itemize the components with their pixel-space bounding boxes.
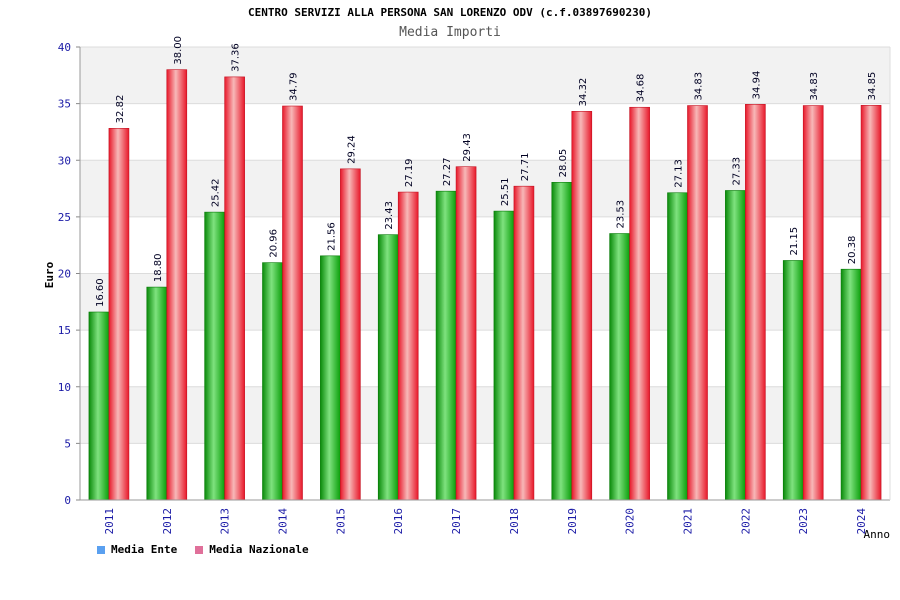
bar-ente xyxy=(493,210,515,501)
legend-item-nazionale: Media Nazionale xyxy=(195,543,309,556)
bar-ente xyxy=(840,268,862,501)
bar-nazionale xyxy=(802,105,824,501)
x-tick-label: 2016 xyxy=(392,508,405,535)
chart-title: CENTRO SERVIZI ALLA PERSONA SAN LORENZO … xyxy=(248,6,652,19)
bar-ente xyxy=(609,233,630,501)
grid-band xyxy=(80,386,890,444)
bar-ente xyxy=(377,234,399,501)
y-tick-label: 10 xyxy=(58,381,71,394)
x-tick-label: 2023 xyxy=(797,508,810,535)
bar-label-nazionale: 29.24 xyxy=(346,135,357,164)
bar-label-nazionale: 32.82 xyxy=(115,95,126,124)
bar-label-ente: 23.43 xyxy=(384,201,395,230)
bar-nazionale xyxy=(166,69,188,501)
bar-label-ente: 20.38 xyxy=(847,236,858,265)
bar-label-ente: 23.53 xyxy=(616,200,627,229)
bar-label-ente: 28.05 xyxy=(558,149,569,178)
x-tick-label: 2024 xyxy=(855,508,868,535)
bar-ente xyxy=(204,211,225,501)
y-tick-label: 30 xyxy=(58,154,71,167)
bar-nazionale xyxy=(340,168,361,501)
bar-ente xyxy=(146,286,168,501)
x-tick-label: 2021 xyxy=(682,508,695,535)
bar-nazionale xyxy=(282,105,303,501)
bar-label-nazionale: 27.71 xyxy=(520,153,531,182)
y-tick-label: 5 xyxy=(64,437,71,450)
bar-label-nazionale: 34.83 xyxy=(694,72,705,101)
bar-label-ente: 21.15 xyxy=(789,227,800,256)
grid-band xyxy=(80,47,890,104)
bar-label-nazionale: 37.36 xyxy=(231,43,242,72)
legend-swatch-nazionale xyxy=(195,545,204,554)
bar-ente xyxy=(667,192,688,501)
bar-nazionale xyxy=(571,111,593,501)
x-tick-label: 2019 xyxy=(566,508,579,535)
bar-label-ente: 25.42 xyxy=(211,178,222,207)
bar-label-nazionale: 29.43 xyxy=(462,133,473,162)
x-tick-label: 2018 xyxy=(508,508,521,535)
bar-label-ente: 21.56 xyxy=(326,222,337,251)
bar-nazionale xyxy=(455,166,477,501)
bar-ente xyxy=(551,182,573,501)
legend-item-ente: Media Ente xyxy=(97,543,177,556)
y-tick-label: 35 xyxy=(58,98,71,111)
x-tick-label: 2022 xyxy=(739,508,752,535)
x-axis-label: Anno xyxy=(864,528,891,541)
legend-label-nazionale: Media Nazionale xyxy=(209,543,309,556)
bar-nazionale xyxy=(397,191,419,501)
x-tick-label: 2020 xyxy=(624,508,637,535)
x-tick-label: 2017 xyxy=(450,508,463,535)
bar-nazionale xyxy=(629,106,650,501)
legend-label-ente: Media Ente xyxy=(111,543,178,556)
bar-label-nazionale: 34.68 xyxy=(636,74,647,103)
bar-label-ente: 20.96 xyxy=(269,229,280,258)
bar-ente xyxy=(725,190,746,501)
bar-nazionale xyxy=(687,105,708,501)
bar-label-ente: 27.27 xyxy=(442,158,453,187)
bar-label-nazionale: 27.19 xyxy=(404,158,415,187)
y-tick-label: 25 xyxy=(58,211,71,224)
bar-label-nazionale: 34.83 xyxy=(809,72,820,101)
bar-nazionale xyxy=(108,128,130,501)
y-axis-label: Euro xyxy=(43,261,56,288)
grid-band xyxy=(80,273,890,331)
bar-label-nazionale: 34.85 xyxy=(867,72,878,101)
y-tick-label: 15 xyxy=(58,324,71,337)
x-tick-label: 2015 xyxy=(334,508,347,535)
legend: Media Ente Media Nazionale xyxy=(97,543,309,556)
bar-ente xyxy=(435,190,457,501)
y-tick-label: 40 xyxy=(58,41,71,54)
bar-label-ente: 27.33 xyxy=(731,157,742,186)
grid-band xyxy=(80,160,890,217)
x-tick-label: 2013 xyxy=(219,508,232,535)
y-tick-label: 0 xyxy=(64,494,71,507)
bar-ente xyxy=(320,255,341,501)
bar-nazionale xyxy=(513,185,535,501)
bar-label-ente: 25.51 xyxy=(500,177,511,206)
legend-swatch-ente xyxy=(97,545,105,554)
x-tick-label: 2011 xyxy=(103,508,116,535)
bar-ente xyxy=(88,311,110,501)
bar-label-nazionale: 34.32 xyxy=(578,78,589,107)
bar-nazionale xyxy=(224,76,245,501)
bar-label-nazionale: 34.94 xyxy=(751,71,762,100)
bar-label-ente: 18.80 xyxy=(153,253,164,282)
x-tick-label: 2014 xyxy=(277,508,290,535)
bar-label-nazionale: 38.00 xyxy=(173,36,184,65)
y-tick-label: 20 xyxy=(58,268,71,281)
bar-label-ente: 27.13 xyxy=(674,159,685,188)
bar-label-ente: 16.60 xyxy=(95,278,106,307)
x-tick-label: 2012 xyxy=(161,508,174,535)
bar-label-nazionale: 34.79 xyxy=(289,72,300,101)
bar-nazionale xyxy=(745,104,766,501)
bar-ente xyxy=(262,262,283,501)
chart-subtitle: Media Importi xyxy=(399,25,501,40)
bar-nazionale xyxy=(860,105,882,501)
bar-ente xyxy=(782,260,804,501)
